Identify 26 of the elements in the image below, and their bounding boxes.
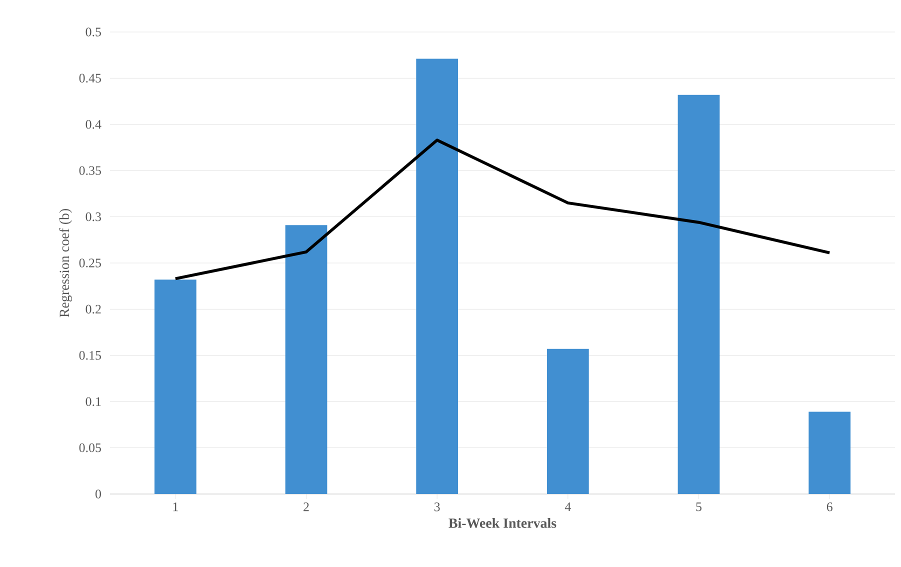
line-series (174, 138, 832, 280)
y-tick-label: 0.4 (86, 120, 102, 129)
y-tick-label: 0.5 (86, 28, 101, 36)
x-tick-label: 1 (173, 502, 178, 512)
bar (808, 412, 851, 494)
x-tick-label: 2 (304, 502, 309, 512)
bar (285, 225, 328, 494)
y-axis-title: Regression coef (b) (59, 209, 72, 318)
x-tick-label: 4 (564, 502, 571, 512)
y-tick-label: 0.15 (79, 351, 101, 360)
y-tick-label: 0.2 (86, 304, 101, 314)
bar (678, 94, 720, 494)
bar (154, 280, 196, 494)
y-tick-label: 0.45 (79, 74, 101, 83)
y-tick-label: 0.3 (86, 212, 101, 222)
y-tick-label: 0.35 (79, 166, 101, 175)
x-tick-label: 6 (826, 502, 832, 512)
x-tick-label: 3 (434, 502, 440, 512)
y-tick-label: 0.1 (86, 397, 101, 406)
bar (546, 348, 589, 494)
y-tick-label: 0 (96, 490, 101, 498)
x-axis-title: Bi-Week Intervals (448, 518, 556, 528)
bar (416, 58, 458, 494)
y-tick-label: 0.25 (79, 258, 101, 268)
y-tick-label: 0.05 (79, 443, 101, 452)
x-tick-label: 5 (696, 502, 702, 512)
